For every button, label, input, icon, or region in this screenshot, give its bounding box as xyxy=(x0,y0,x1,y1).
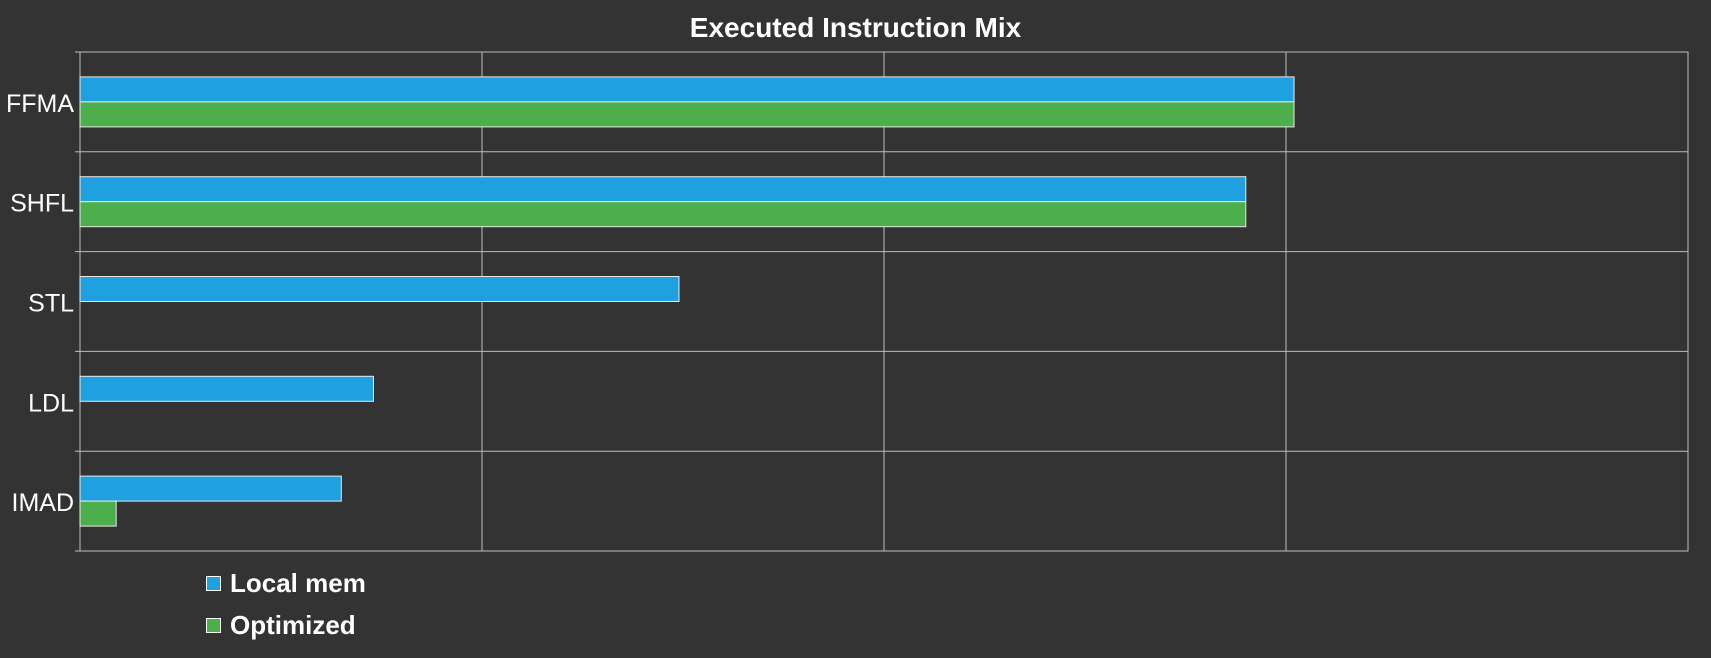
legend-label-local-mem: Local mem xyxy=(230,567,366,598)
bar-local-mem xyxy=(79,176,1247,203)
legend-item-optimized[interactable]: Optimized xyxy=(206,604,366,646)
y-tick-label: LDL xyxy=(28,389,74,417)
bar-local-mem xyxy=(79,475,342,502)
y-tick-label: STL xyxy=(28,290,74,318)
chart-title: Executed Instruction Mix xyxy=(689,12,1022,43)
legend-swatch-optimized xyxy=(206,617,221,633)
chart-legend: Local mem Optimized xyxy=(206,562,366,646)
bar-local-mem xyxy=(79,276,680,302)
bar-optimized xyxy=(79,101,1295,128)
legend-swatch-local-mem xyxy=(206,575,221,591)
y-tick-label: FFMA xyxy=(6,90,74,118)
bar-optimized xyxy=(79,500,117,527)
bar-local-mem xyxy=(79,375,374,402)
bar-local-mem xyxy=(79,76,1295,103)
legend-item-local-mem[interactable]: Local mem xyxy=(206,562,366,604)
y-tick-label: IMAD xyxy=(12,489,75,517)
legend-label-optimized: Optimized xyxy=(230,609,356,640)
bar-optimized xyxy=(79,201,1247,228)
y-tick-label: SHFL xyxy=(10,190,74,218)
